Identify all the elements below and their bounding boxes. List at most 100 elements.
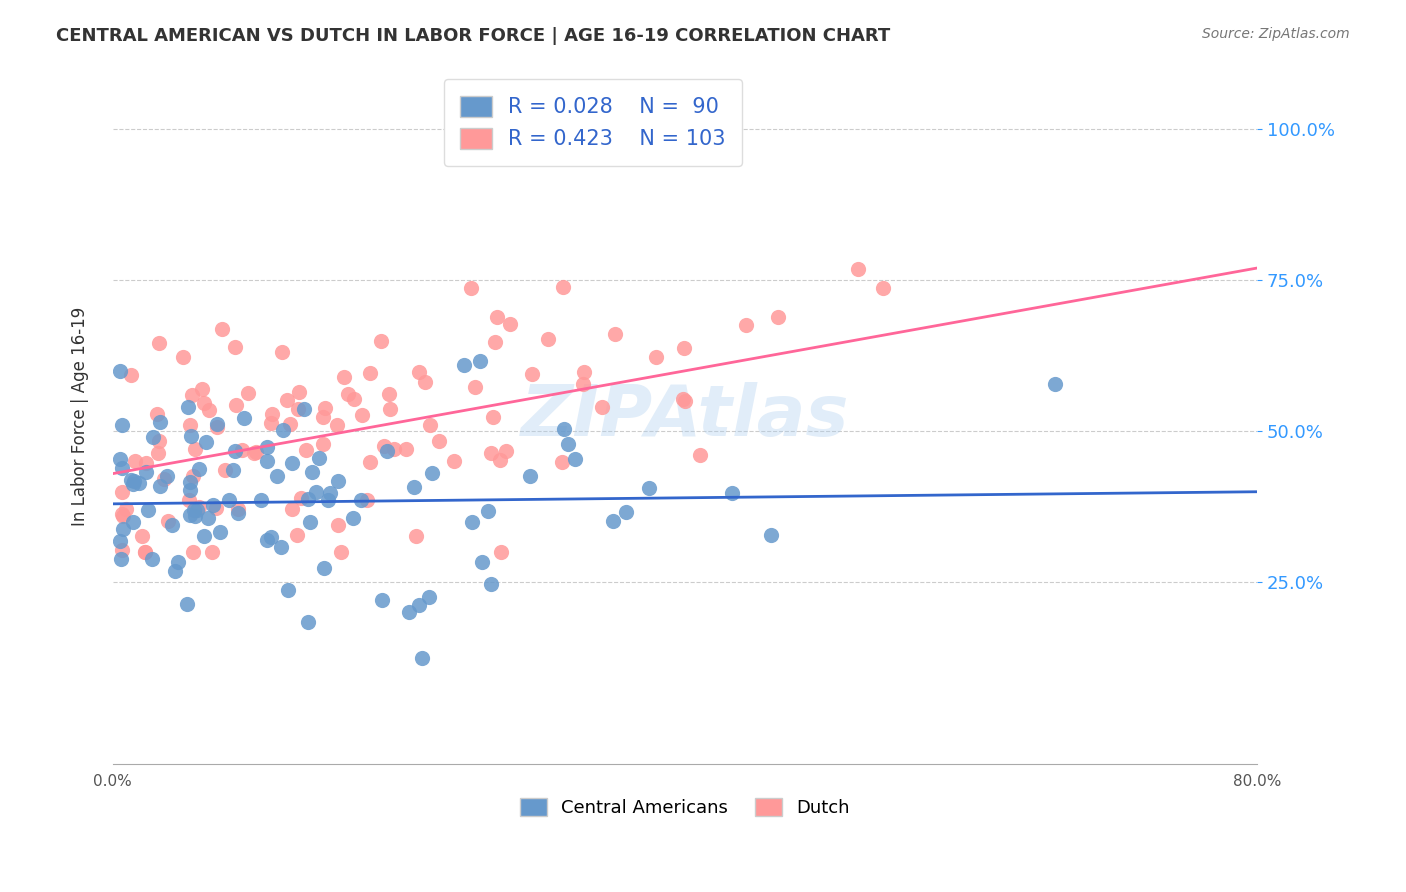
Point	[204, 500, 226, 515]
Point	[371, 593, 394, 607]
Point	[572, 365, 595, 379]
Point	[112, 522, 135, 536]
Point	[108, 533, 131, 548]
Point	[319, 486, 342, 500]
Point	[418, 590, 440, 604]
Point	[281, 502, 304, 516]
Point	[484, 335, 506, 350]
Point	[190, 382, 212, 396]
Point	[111, 507, 134, 521]
Point	[145, 408, 167, 422]
Point	[197, 403, 219, 417]
Point	[136, 502, 159, 516]
Point	[188, 462, 211, 476]
Point	[108, 364, 131, 378]
Point	[135, 465, 157, 479]
Point	[443, 454, 465, 468]
Point	[142, 430, 165, 444]
Point	[370, 334, 392, 348]
Point	[359, 366, 381, 380]
Point	[499, 318, 522, 332]
Point	[308, 451, 330, 466]
Point	[260, 407, 283, 421]
Point	[333, 369, 356, 384]
Point	[108, 452, 131, 467]
Point	[205, 417, 228, 432]
Point	[316, 493, 339, 508]
Point	[415, 375, 437, 389]
Point	[846, 262, 869, 277]
Point	[114, 501, 136, 516]
Point	[179, 417, 201, 432]
Point	[208, 524, 231, 539]
Point	[481, 445, 503, 459]
Point	[312, 437, 335, 451]
Point	[471, 555, 494, 569]
Point	[200, 545, 222, 559]
Point	[375, 444, 398, 458]
Point	[134, 545, 156, 559]
Point	[157, 514, 180, 528]
Point	[373, 439, 395, 453]
Point	[197, 511, 219, 525]
Point	[342, 511, 364, 525]
Point	[224, 340, 246, 354]
Point	[591, 400, 613, 414]
Point	[181, 545, 204, 559]
Point	[288, 385, 311, 400]
Point	[285, 528, 308, 542]
Point	[382, 442, 405, 457]
Point	[271, 423, 294, 437]
Point	[378, 401, 401, 416]
Point	[167, 556, 190, 570]
Point	[172, 350, 194, 364]
Point	[759, 528, 782, 542]
Point	[486, 310, 509, 324]
Point	[350, 492, 373, 507]
Point	[111, 484, 134, 499]
Point	[378, 387, 401, 401]
Text: Source: ZipAtlas.com: Source: ZipAtlas.com	[1202, 27, 1350, 41]
Point	[522, 367, 544, 381]
Point	[245, 444, 267, 458]
Point	[141, 552, 163, 566]
Point	[489, 453, 512, 467]
Point	[314, 401, 336, 416]
Point	[231, 442, 253, 457]
Point	[177, 401, 200, 415]
Point	[277, 582, 299, 597]
Point	[408, 598, 430, 612]
Point	[735, 318, 758, 333]
Point	[602, 514, 624, 528]
Point	[260, 416, 283, 430]
Point	[519, 469, 541, 483]
Point	[260, 530, 283, 544]
Point	[180, 388, 202, 402]
Point	[872, 281, 894, 295]
Point	[179, 483, 201, 497]
Point	[214, 463, 236, 477]
Point	[721, 485, 744, 500]
Point	[149, 478, 172, 492]
Point	[276, 392, 298, 407]
Point	[183, 468, 205, 483]
Point	[479, 576, 502, 591]
Point	[232, 411, 254, 425]
Y-axis label: In Labor Force | Age 16-19: In Labor Force | Age 16-19	[72, 307, 89, 525]
Point	[453, 358, 475, 372]
Point	[564, 451, 586, 466]
Point	[176, 597, 198, 611]
Point	[689, 449, 711, 463]
Point	[553, 422, 575, 436]
Point	[477, 504, 499, 518]
Point	[278, 417, 301, 431]
Point	[156, 469, 179, 483]
Point	[294, 443, 316, 458]
Point	[572, 377, 595, 392]
Point	[148, 434, 170, 449]
Point	[766, 310, 789, 325]
Point	[202, 498, 225, 512]
Point	[405, 529, 427, 543]
Point	[131, 529, 153, 543]
Point	[183, 503, 205, 517]
